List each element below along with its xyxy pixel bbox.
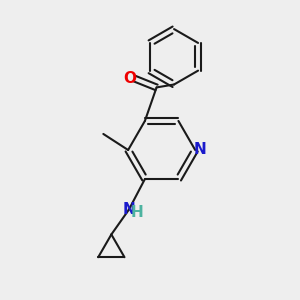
Text: N: N (193, 142, 206, 158)
Text: N: N (122, 202, 135, 217)
Text: O: O (123, 70, 136, 86)
Text: H: H (130, 205, 143, 220)
